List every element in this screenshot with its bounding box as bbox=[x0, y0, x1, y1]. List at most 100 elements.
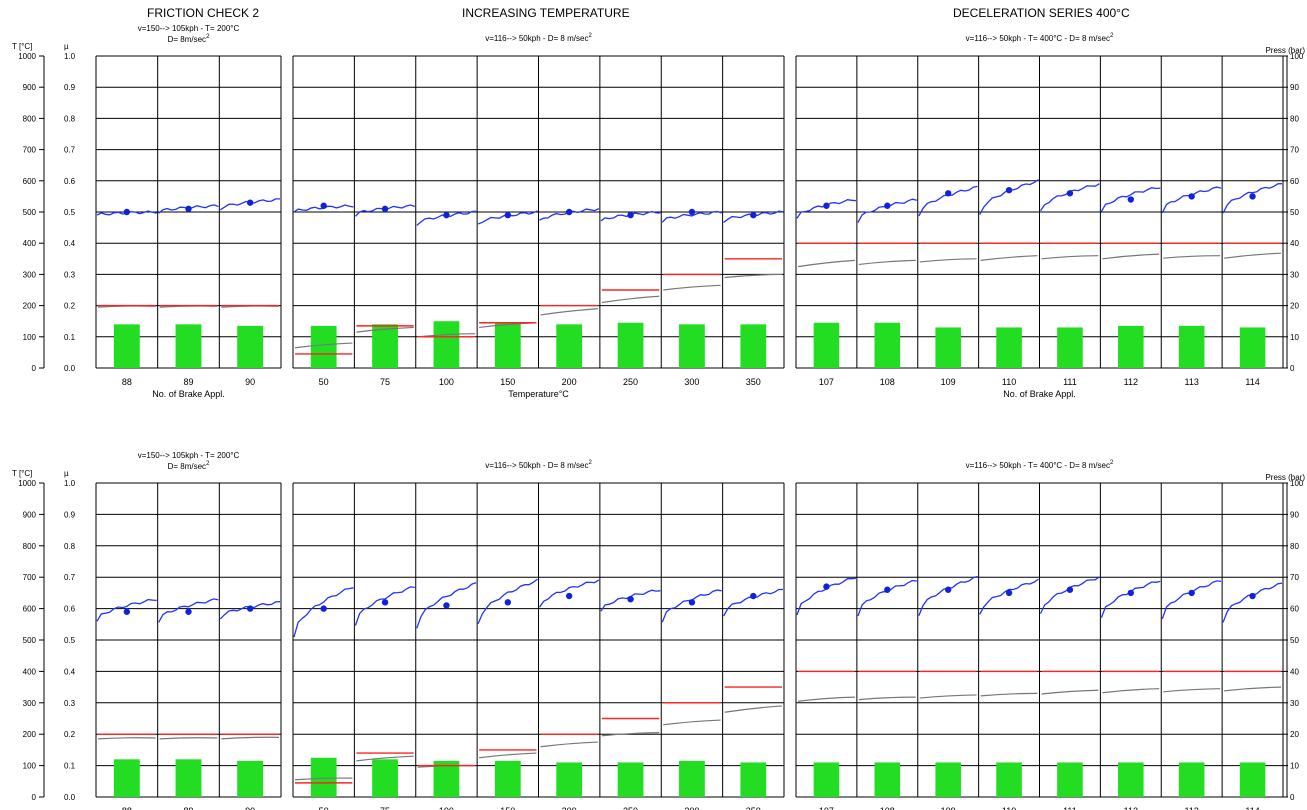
temp-gray-line bbox=[1224, 686, 1282, 692]
press-tick-label: 30 bbox=[1290, 270, 1299, 279]
temp-tick-label: 100 bbox=[23, 762, 37, 771]
chart-panel-increasing-temperature-row2: 5075100150200250300350Temperature°Cv=116… bbox=[292, 460, 785, 810]
mu-tick-label: 0.2 bbox=[64, 730, 76, 739]
panel-subtitle: D= 8m/sec2 bbox=[168, 461, 210, 471]
mu-mean-point bbox=[884, 586, 891, 593]
temp-tick-label: 800 bbox=[23, 114, 37, 123]
pressure-bar bbox=[874, 322, 901, 368]
pressure-bar bbox=[310, 325, 337, 368]
mu-line bbox=[1100, 187, 1161, 212]
panel-subtitle: v=150--> 105kph - T= 200°C bbox=[138, 24, 240, 33]
temp-tick-label: 1000 bbox=[18, 52, 36, 61]
temp-gray-line bbox=[479, 752, 537, 759]
pressure-bar bbox=[1239, 762, 1266, 797]
temp-gray-line bbox=[797, 696, 855, 702]
chart-panel-increasing-temperature-row1: 50 75 100 150 200 250 300 350 Temperature°C v=116… bbox=[292, 33, 785, 399]
x-tick-label: 113 bbox=[1185, 377, 1199, 387]
temp-tick-label: 700 bbox=[23, 146, 37, 155]
mu-line bbox=[293, 587, 354, 638]
temp-tick-label: 500 bbox=[23, 636, 37, 645]
mu-mean-point bbox=[565, 592, 573, 600]
press-axis-label: Press (bar) bbox=[1265, 46, 1305, 55]
x-tick-label: 75 bbox=[380, 806, 390, 810]
pressure-bar bbox=[1057, 327, 1083, 368]
x-tick-label: 89 bbox=[183, 377, 193, 387]
pressure-bar bbox=[1057, 762, 1083, 797]
temp-tick-label: 100 bbox=[23, 333, 37, 342]
press-tick-label: 10 bbox=[1290, 333, 1299, 342]
x-tick-label: 108 bbox=[880, 806, 895, 810]
temp-gray-line bbox=[724, 273, 783, 279]
mu-tick-label: 1.0 bbox=[64, 479, 76, 488]
pressure-bar bbox=[996, 327, 1022, 368]
temp-gray-line bbox=[1041, 255, 1099, 260]
x-axis-label: Temperature°C bbox=[508, 389, 569, 399]
mu-tick-label: 0.9 bbox=[64, 83, 76, 92]
mu-line bbox=[416, 582, 477, 629]
mu-tick-label: 0.1 bbox=[64, 762, 76, 771]
mu-tick-label: 0.4 bbox=[64, 239, 76, 248]
mu-mean-point bbox=[1005, 186, 1013, 194]
temp-gray-line bbox=[980, 692, 1038, 697]
mu-line bbox=[1222, 183, 1283, 214]
mu-line bbox=[1039, 576, 1100, 614]
mu-mean-point bbox=[504, 211, 512, 219]
pressure-bar bbox=[679, 324, 705, 368]
x-tick-label: 150 bbox=[500, 377, 515, 387]
temp-gray-line bbox=[1163, 688, 1221, 693]
temp-tick-label: 300 bbox=[23, 270, 37, 279]
mu-line bbox=[1161, 186, 1222, 214]
press-tick-label: 50 bbox=[1290, 636, 1299, 645]
press-tick-label: 30 bbox=[1290, 699, 1299, 708]
mu-mean-point bbox=[185, 608, 192, 615]
x-tick-label: 300 bbox=[684, 806, 699, 810]
pressure-bar bbox=[556, 762, 583, 797]
x-tick-label: 250 bbox=[623, 377, 638, 387]
press-tick-label: 70 bbox=[1290, 146, 1299, 155]
pressure-bar bbox=[372, 759, 398, 797]
x-tick-label: 112 bbox=[1124, 377, 1138, 387]
temp-gray-line bbox=[1163, 255, 1221, 259]
mu-tick-label: 0.5 bbox=[64, 208, 76, 217]
pressure-bar bbox=[1178, 325, 1205, 368]
x-tick-label: 107 bbox=[819, 377, 834, 387]
x-tick-label: 350 bbox=[746, 806, 761, 810]
mu-tick-label: 1.0 bbox=[64, 52, 76, 61]
press-tick-label: 40 bbox=[1290, 239, 1299, 248]
mu-mean-point bbox=[1005, 589, 1013, 597]
temp-gray-line bbox=[159, 737, 218, 740]
section-title-increasing-temperature: INCREASING TEMPERATURE bbox=[462, 6, 630, 20]
temp-tick-label: 0 bbox=[32, 793, 37, 802]
temp-gray-line bbox=[356, 326, 414, 333]
temp-tick-label: 800 bbox=[23, 542, 37, 551]
x-tick-label: 107 bbox=[819, 806, 834, 810]
press-tick-label: 60 bbox=[1290, 605, 1299, 614]
press-tick-label: 100 bbox=[1290, 479, 1304, 488]
press-tick-label: 60 bbox=[1290, 177, 1299, 186]
pressure-bar bbox=[1178, 762, 1205, 797]
pressure-bar bbox=[113, 759, 140, 797]
mu-mean-point bbox=[750, 592, 757, 600]
mu-line bbox=[857, 579, 917, 617]
mu-tick-label: 0.7 bbox=[64, 573, 76, 582]
x-tick-label: 109 bbox=[941, 806, 956, 810]
pressure-bar bbox=[237, 325, 264, 368]
press-tick-label: 0 bbox=[1290, 793, 1295, 802]
mu-mean-point bbox=[1249, 592, 1256, 600]
press-tick-label: 40 bbox=[1290, 667, 1299, 676]
x-tick-label: 150 bbox=[500, 806, 515, 810]
mu-tick-label: 0.6 bbox=[64, 177, 76, 186]
temp-axis-label: T [°C] bbox=[12, 42, 32, 51]
pressure-bar bbox=[556, 324, 583, 368]
pressure-bar bbox=[494, 760, 521, 797]
press-tick-label: 70 bbox=[1290, 573, 1299, 582]
mu-line bbox=[158, 598, 219, 623]
x-tick-label: 88 bbox=[122, 377, 132, 387]
pressure-bar bbox=[175, 759, 202, 797]
temp-gray-line bbox=[601, 732, 660, 737]
temp-gray-line bbox=[97, 737, 156, 740]
pressure-bar bbox=[617, 322, 644, 368]
x-tick-label: 110 bbox=[1002, 806, 1016, 810]
pressure-bar bbox=[813, 762, 840, 797]
